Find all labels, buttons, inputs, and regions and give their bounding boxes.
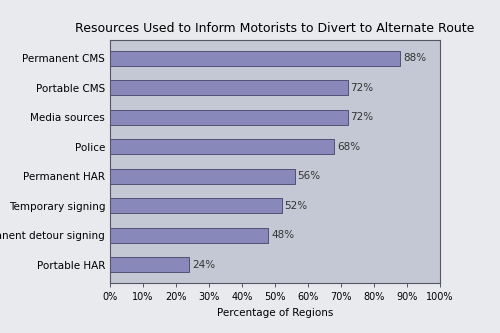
Text: 88%: 88% — [403, 53, 426, 63]
Bar — [110, 81, 348, 95]
Text: 72%: 72% — [350, 112, 374, 122]
Text: 52%: 52% — [284, 201, 308, 211]
Text: 24%: 24% — [192, 260, 215, 270]
Bar — [110, 198, 282, 213]
Text: 48%: 48% — [271, 230, 294, 240]
Text: 68%: 68% — [337, 142, 360, 152]
Bar — [110, 228, 268, 242]
Bar — [110, 51, 401, 66]
Bar — [110, 140, 334, 154]
Bar — [110, 110, 348, 125]
Text: 72%: 72% — [350, 83, 374, 93]
X-axis label: Percentage of Regions: Percentage of Regions — [217, 308, 333, 318]
Bar — [110, 257, 189, 272]
Bar — [110, 169, 295, 183]
Text: 56%: 56% — [298, 171, 320, 181]
Title: Resources Used to Inform Motorists to Divert to Alternate Route: Resources Used to Inform Motorists to Di… — [76, 22, 474, 35]
